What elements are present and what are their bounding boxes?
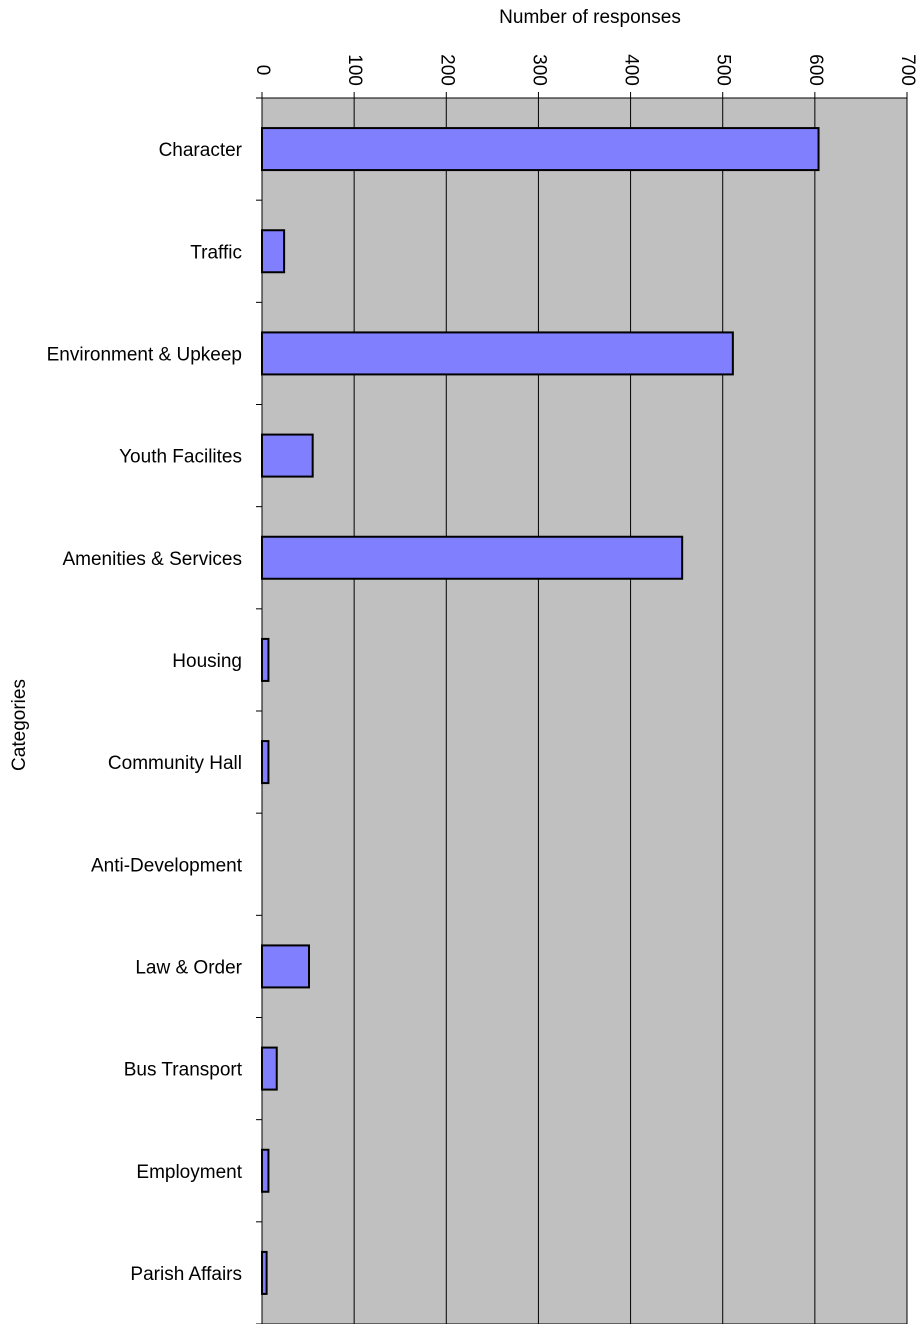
bar — [261, 331, 734, 376]
y-tick-label: Character — [159, 140, 243, 161]
y-tick-label: Parish Affairs — [130, 1264, 242, 1285]
y-tick-label: Traffic — [190, 242, 242, 263]
bar — [261, 1250, 268, 1295]
bar — [261, 740, 270, 785]
bar — [261, 1046, 278, 1091]
x-tick-label: 0 — [252, 65, 273, 76]
x-tick-label: 500 — [713, 54, 734, 86]
y-tick-label: Employment — [136, 1162, 242, 1183]
y-tick-label: Environment & Upkeep — [47, 344, 242, 365]
x-tick-label: 600 — [805, 54, 826, 86]
bar — [261, 229, 286, 274]
x-tick-label: 700 — [897, 54, 918, 86]
y-tick-label: Housing — [172, 651, 242, 672]
x-tick-label: 100 — [344, 54, 365, 86]
y-tick-label: Youth Facilites — [119, 447, 242, 468]
y-tick-label: Law & Order — [135, 957, 242, 978]
x-tick-label: 300 — [528, 54, 549, 86]
bar — [261, 127, 820, 172]
y-tick-label: Anti-Development — [91, 855, 243, 876]
bar — [261, 637, 270, 682]
bar — [261, 535, 684, 580]
x-axis-title: Number of responses — [499, 7, 681, 28]
plot-area — [261, 97, 908, 1324]
x-tick-label: 200 — [436, 54, 457, 86]
y-axis-title: Categories — [9, 679, 30, 771]
bar — [261, 944, 310, 989]
y-tick-label: Bus Transport — [124, 1060, 243, 1081]
bar — [261, 433, 314, 478]
x-tick-label: 400 — [621, 54, 642, 86]
y-tick-label: Amenities & Services — [62, 549, 242, 570]
y-tick-label: Community Hall — [108, 753, 242, 774]
bar — [261, 1148, 270, 1193]
